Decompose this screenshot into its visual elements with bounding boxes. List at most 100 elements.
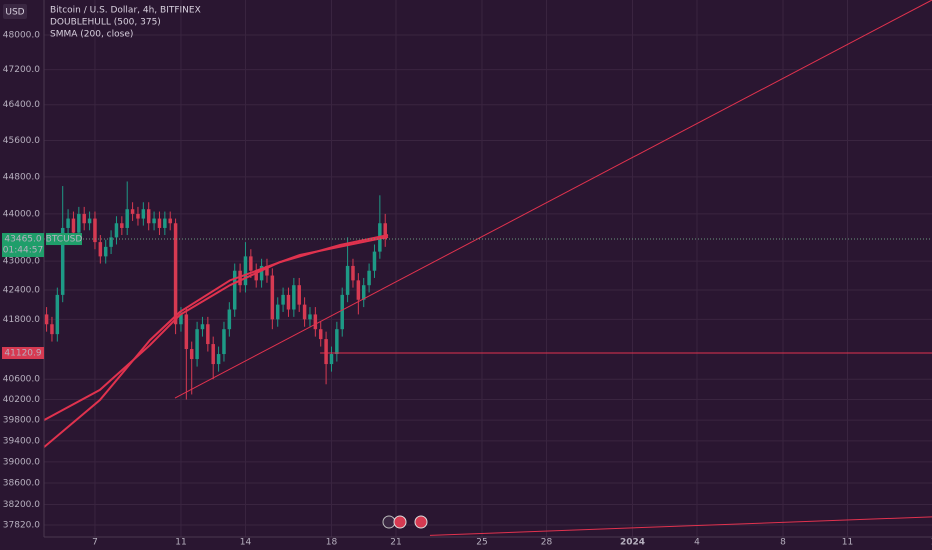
icon[interactable] [393,515,407,529]
y-tick-label: 39000.0 [3,457,40,467]
y-tick-label: 40600.0 [3,375,40,385]
candle-body [146,209,151,224]
candle-body [211,344,215,365]
y-tick-label: 41800.0 [3,315,40,325]
candle-body [152,218,156,224]
candle-body [189,349,194,360]
candle-body [302,304,307,320]
chart-title: Bitcoin / U.S. Dollar, 4h, BITFINEX [50,6,201,16]
candle-body [184,314,189,350]
candle-body [50,324,54,335]
y-tick-label: 47200.0 [3,65,40,75]
candle-body [227,309,232,330]
candle-body [98,242,103,257]
candle-body [114,223,119,238]
candle-body [275,304,280,320]
y-tick-label: 39800.0 [3,416,40,426]
candle-body [87,218,92,224]
candle-body [93,218,97,243]
level-label: 41120.9 [4,348,41,358]
candle-body [168,218,172,224]
candle-body [82,213,86,224]
x-tick-label: 18 [326,538,338,548]
candle-body [206,324,210,345]
candle-body [270,275,275,320]
candle-body [179,314,183,325]
candle-body [216,354,221,365]
candle-body [44,314,49,325]
price-tag [2,233,44,258]
x-tick-label: 4 [694,538,700,548]
candle-body [308,314,312,320]
candle-body [259,265,264,281]
candle-body [281,294,285,305]
candle-body [163,218,167,228]
x-tick-label: 21 [390,538,401,548]
y-tick-label: 42400.0 [3,286,40,296]
icon[interactable] [414,515,428,529]
plot [44,0,932,536]
y-tick-label: 46400.0 [3,100,40,110]
candle-body [265,265,269,276]
candle-body [243,256,248,286]
candle-body [324,339,328,365]
candle-body [120,223,124,228]
level-tag [2,346,44,359]
x-tick-label: 8 [780,538,786,548]
y-tick-label: 44800.0 [3,172,40,182]
currency-button[interactable] [3,4,27,19]
candle-body [356,280,361,300]
candle-body [335,329,339,355]
indicator-label: SMMA (200, close) [50,30,133,40]
x-tick-label: 28 [541,538,553,548]
y-tick-label: 38200.0 [3,500,40,510]
x-tick-label: 25 [476,538,487,548]
y-tick-label: 44000.0 [3,209,40,219]
candle-body [60,227,65,295]
y-tick-label: 43000.0 [3,257,40,267]
candle-body [292,285,296,310]
indicator-line [44,235,389,448]
y-tick-label: 39400.0 [3,436,40,446]
trend-line [429,516,932,536]
candle-body [77,213,81,233]
candle-body [222,329,226,355]
candle-body [125,209,129,228]
x-tick-label: 11 [842,538,853,548]
currency[interactable]: USD [5,8,24,18]
candle-body [367,270,371,286]
candle-body [249,256,253,271]
y-tick-label: 38600.0 [3,479,40,489]
x-tick-label: 1 [931,538,932,548]
candle-body [340,294,344,330]
candle-body [109,237,113,247]
last-price-label: 43465.0 [4,235,41,245]
candle-body [383,223,387,240]
candle-body [55,294,60,335]
candle-body [254,270,258,281]
candle-body [66,218,70,228]
trend-line [174,0,932,399]
y-tick-label: 37820.0 [3,521,40,531]
symbol-tag [46,233,82,246]
candle-body [173,223,178,325]
candle-body [141,209,146,219]
x-tick-label: 7 [92,538,98,548]
symbol: BTCUSD [46,235,83,245]
axes: 48000.0 47200.0 46400.0 45600.0 44800.0 44000… [2,31,932,548]
candle-body [71,218,76,233]
y-tick-label: 45600.0 [3,136,40,146]
candle-body [286,294,291,310]
icon[interactable] [382,515,396,529]
candle-body [361,285,366,300]
candle-body [232,270,237,310]
indicator-label: DOUBLEHULL (500, 375) [50,18,161,28]
candle-body [195,329,199,360]
candle-body [351,265,355,281]
candle-body [238,270,242,286]
candle-body [130,209,135,214]
candle-body [103,246,108,257]
countdown: 01:44:57 [3,246,43,256]
